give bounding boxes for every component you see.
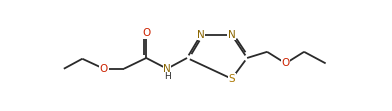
Text: O: O [142, 28, 151, 38]
Text: N: N [228, 30, 236, 40]
Text: H: H [163, 72, 171, 81]
Text: O: O [100, 64, 108, 74]
Text: N: N [197, 30, 205, 40]
Text: O: O [281, 58, 290, 68]
Text: S: S [229, 74, 235, 84]
Text: N: N [163, 64, 171, 74]
